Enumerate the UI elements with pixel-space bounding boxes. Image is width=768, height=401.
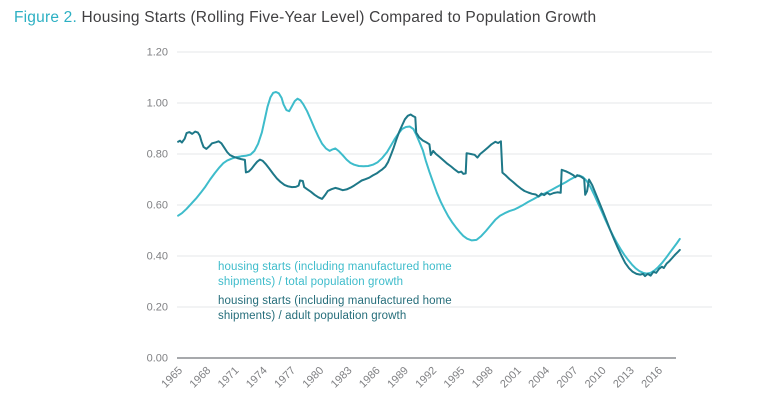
x-axis-label: 2004 bbox=[526, 365, 552, 391]
legend-entry-adult-population: housing starts (including manufactured h… bbox=[218, 295, 452, 322]
x-axis-label: 2010 bbox=[583, 365, 609, 391]
x-axis-label: 1977 bbox=[272, 365, 298, 391]
x-axis-label: 1968 bbox=[188, 365, 214, 391]
series-line-adult bbox=[177, 113, 681, 278]
y-axis-label: 0.00 bbox=[147, 353, 168, 365]
chart-legend: housing starts (including manufactured h… bbox=[218, 260, 468, 328]
x-axis-label: 2007 bbox=[555, 365, 581, 391]
y-axis-label: 0.40 bbox=[147, 251, 168, 263]
x-axis-label: 1998 bbox=[470, 365, 496, 391]
x-axis-label: 2016 bbox=[639, 365, 665, 391]
x-axis-label: 1974 bbox=[244, 365, 270, 391]
x-axis-label: 2013 bbox=[611, 365, 637, 391]
series-line-total bbox=[177, 91, 681, 275]
x-axis-label: 1965 bbox=[159, 365, 185, 391]
y-axis-label: 1.00 bbox=[147, 98, 168, 110]
legend-entry-total-population: housing starts (including manufactured h… bbox=[218, 261, 452, 288]
y-axis-label: 0.60 bbox=[147, 200, 168, 212]
x-axis-label: 1989 bbox=[385, 365, 411, 391]
figure-label: Figure 2. bbox=[14, 9, 77, 26]
x-axis-label: 1992 bbox=[413, 365, 439, 391]
x-axis-label: 1995 bbox=[442, 365, 468, 391]
chart-title-text: Housing Starts (Rolling Five-Year Level)… bbox=[81, 9, 597, 26]
x-axis-label: 1983 bbox=[329, 365, 355, 391]
chart-title: Figure 2. Housing Starts (Rolling Five-Y… bbox=[14, 9, 596, 27]
x-axis-label: 1971 bbox=[216, 365, 242, 391]
y-axis-label: 1.20 bbox=[147, 47, 168, 59]
x-axis-label: 2001 bbox=[498, 365, 524, 391]
y-axis-label: 0.80 bbox=[147, 149, 168, 161]
x-axis-label: 1986 bbox=[357, 365, 383, 391]
x-axis-label: 1980 bbox=[301, 365, 327, 391]
y-axis-label: 0.20 bbox=[147, 302, 168, 314]
